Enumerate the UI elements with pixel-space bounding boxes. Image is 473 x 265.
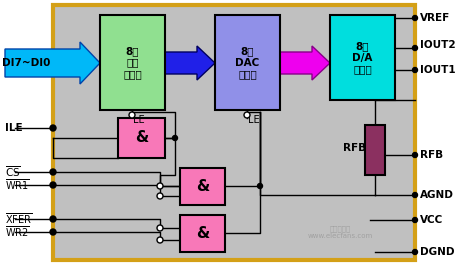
Text: RFB: RFB [420,150,443,160]
Bar [118,118,165,158]
Circle shape [412,218,418,223]
Text: $\overline{\sf WR2}$: $\overline{\sf WR2}$ [5,225,30,239]
Text: 8位
DAC
寄存器: 8位 DAC 寄存器 [236,46,260,79]
Text: &: & [135,130,148,145]
Circle shape [412,192,418,197]
Bar [53,5,415,260]
Circle shape [157,237,163,243]
Text: ILE: ILE [5,123,23,133]
Circle shape [412,68,418,73]
Circle shape [412,152,418,157]
Bar [180,168,225,205]
Text: 8位
输入
寄存器: 8位 输入 寄存器 [123,46,142,79]
Circle shape [412,15,418,20]
Text: LE: LE [248,115,260,125]
Bar [365,125,385,175]
Text: 电子发烧友
www.elecfans.com: 电子发烧友 www.elecfans.com [307,225,373,239]
Text: &: & [196,226,209,241]
Polygon shape [280,46,330,80]
Polygon shape [5,42,100,84]
Circle shape [412,46,418,51]
Text: VCC: VCC [420,215,443,225]
Text: $\overline{\sf XFER}$: $\overline{\sf XFER}$ [5,211,32,226]
Text: DGND: DGND [420,247,455,257]
Circle shape [412,250,418,254]
Bar [180,215,225,252]
Text: &: & [196,179,209,194]
Circle shape [50,169,56,175]
Text: DI7~DI0: DI7~DI0 [2,58,51,68]
Circle shape [157,193,163,199]
Circle shape [244,112,250,118]
Bar [330,15,395,100]
Text: $\overline{\sf CS}$: $\overline{\sf CS}$ [5,165,21,179]
Bar [100,15,165,110]
Bar [215,15,280,110]
Circle shape [157,183,163,189]
Circle shape [50,125,56,131]
Polygon shape [165,46,215,80]
Text: VREF: VREF [420,13,450,23]
Circle shape [129,112,135,118]
Text: IOUT1: IOUT1 [420,65,455,75]
Text: LE: LE [133,115,145,125]
Circle shape [50,182,56,188]
Text: 8位
D/A
转换器: 8位 D/A 转换器 [352,41,373,74]
Text: IOUT2: IOUT2 [420,40,455,50]
Circle shape [157,225,163,231]
Circle shape [50,216,56,222]
Circle shape [257,183,263,188]
Circle shape [50,229,56,235]
Circle shape [173,135,177,140]
Text: RFB: RFB [343,143,366,153]
Text: $\overline{\sf WR1}$: $\overline{\sf WR1}$ [5,178,30,192]
Text: AGND: AGND [420,190,454,200]
